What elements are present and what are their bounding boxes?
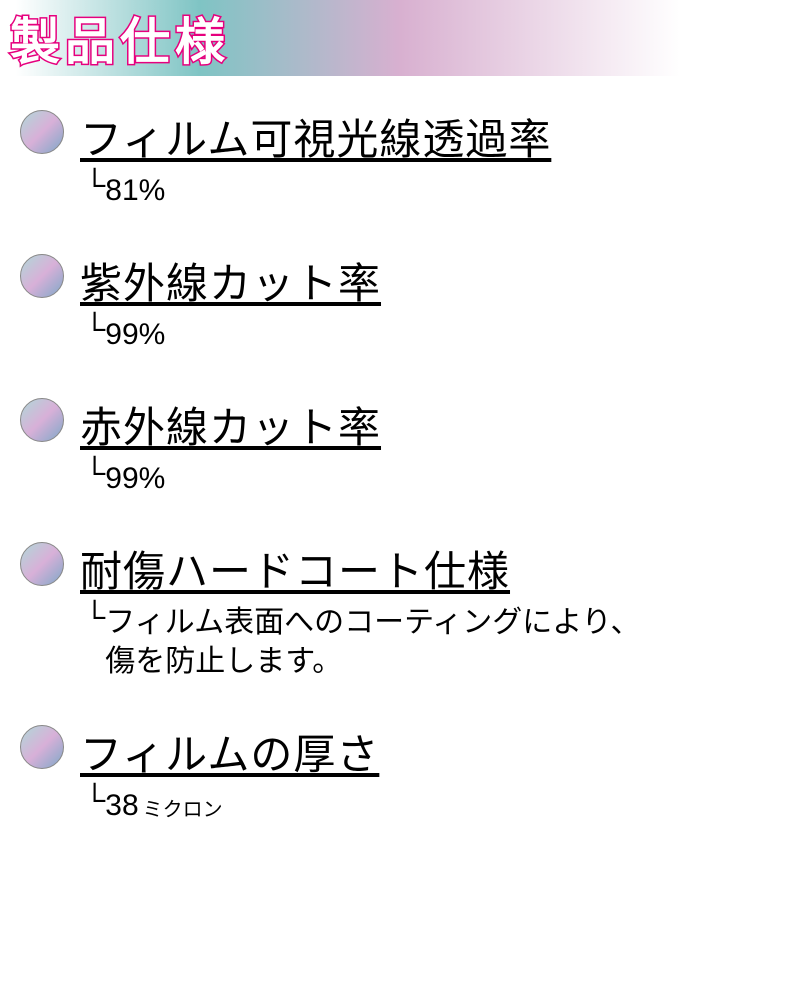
bullet-icon — [20, 398, 64, 442]
spec-value: 99% — [105, 315, 165, 354]
bullet-icon — [20, 542, 64, 586]
spec-list: フィルム可視光線透過率 └ 81% 紫外線カット率 └ 99% 赤外線カット率 … — [0, 76, 800, 885]
branch-icon: └ — [84, 459, 105, 489]
spec-item: 赤外線カット率 └ 99% — [20, 394, 780, 498]
page-title: 製品仕様 — [10, 2, 800, 74]
spec-value: 81% — [105, 171, 165, 210]
header-banner: 製品仕様 — [0, 0, 800, 76]
spec-value: フィルム表面へのコーティングにより、 傷を防止します。 — [105, 603, 640, 681]
spec-content: フィルム可視光線透過率 └ 81% — [80, 106, 780, 210]
spec-content: 赤外線カット率 └ 99% — [80, 394, 780, 498]
spec-item: 耐傷ハードコート仕様 └ フィルム表面へのコーティングにより、 傷を防止します。 — [20, 538, 780, 681]
branch-icon: └ — [84, 786, 105, 816]
spec-unit: ミクロン — [143, 793, 223, 822]
spec-label: 紫外線カット率 — [80, 250, 780, 311]
spec-label: 赤外線カット率 — [80, 394, 780, 455]
spec-label: フィルム可視光線透過率 — [80, 106, 780, 167]
spec-value-row: └ フィルム表面へのコーティングにより、 傷を防止します。 — [84, 603, 780, 681]
bullet-icon — [20, 725, 64, 769]
bullet-icon — [20, 110, 64, 154]
branch-icon: └ — [84, 315, 105, 345]
spec-value-row: └ 38 ミクロン — [84, 786, 780, 825]
bullet-icon — [20, 254, 64, 298]
spec-value: 99% — [105, 459, 165, 498]
spec-label: 耐傷ハードコート仕様 — [80, 538, 780, 599]
spec-item: 紫外線カット率 └ 99% — [20, 250, 780, 354]
spec-value-row: └ 99% — [84, 459, 780, 498]
spec-content: フィルムの厚さ └ 38 ミクロン — [80, 721, 780, 825]
spec-value: 38 — [105, 786, 138, 825]
spec-item: フィルムの厚さ └ 38 ミクロン — [20, 721, 780, 825]
spec-content: 紫外線カット率 └ 99% — [80, 250, 780, 354]
branch-icon: └ — [84, 603, 105, 633]
spec-label: フィルムの厚さ — [80, 721, 780, 782]
spec-content: 耐傷ハードコート仕様 └ フィルム表面へのコーティングにより、 傷を防止します。 — [80, 538, 780, 681]
spec-item: フィルム可視光線透過率 └ 81% — [20, 106, 780, 210]
branch-icon: └ — [84, 171, 105, 201]
spec-value-row: └ 99% — [84, 315, 780, 354]
spec-value-row: └ 81% — [84, 171, 780, 210]
